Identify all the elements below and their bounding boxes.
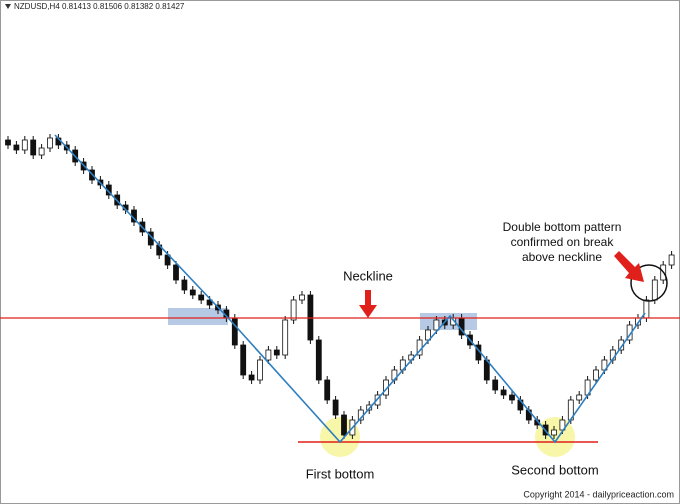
annotation: Neckline xyxy=(343,268,393,283)
candle-body xyxy=(173,264,179,281)
candle-body xyxy=(576,394,583,401)
zone-highlight xyxy=(420,313,477,330)
candle-body xyxy=(324,379,331,401)
candle-body xyxy=(240,344,247,376)
candle-body xyxy=(332,399,339,416)
candle-body xyxy=(341,414,347,436)
candle-body xyxy=(30,139,37,156)
candle-body xyxy=(651,279,658,301)
header: NZDUSD,H4 0.81413 0.81506 0.81382 0.8142… xyxy=(14,2,185,11)
candle-body xyxy=(5,139,11,146)
candle-body xyxy=(189,289,196,296)
candle-body xyxy=(290,299,297,321)
candle-body xyxy=(248,374,255,381)
candle-body xyxy=(593,369,599,381)
candle-body xyxy=(492,379,499,391)
candle-body xyxy=(38,147,45,156)
neckline-arrow xyxy=(359,290,377,318)
candle-body xyxy=(668,254,675,266)
candle-body xyxy=(198,294,205,301)
candle-body xyxy=(273,349,280,356)
breakout-circle xyxy=(630,264,668,302)
candle-body xyxy=(643,299,650,319)
copyright: Copyright 2014 - dailypriceaction.com xyxy=(523,489,674,499)
candle-body xyxy=(21,139,28,151)
header-icon xyxy=(5,4,11,9)
pattern-line xyxy=(54,134,646,444)
candle-body xyxy=(551,429,557,436)
candle-body xyxy=(509,394,515,401)
annotation: Double bottom pattern xyxy=(503,220,622,234)
annotation: confirmed on break xyxy=(511,235,615,249)
candle-body xyxy=(299,294,305,301)
candle-body xyxy=(433,319,440,331)
candle-body xyxy=(265,349,272,361)
candle-body xyxy=(206,299,213,306)
candle-body xyxy=(181,279,188,291)
zone-highlight xyxy=(168,308,228,325)
candle-body xyxy=(282,319,289,356)
candle-body xyxy=(13,144,20,151)
candle-body xyxy=(500,389,507,396)
candle-body xyxy=(315,339,322,381)
annotation: Second bottom xyxy=(511,462,598,477)
candle-body xyxy=(618,339,625,351)
breakout-arrow xyxy=(614,251,644,282)
candle-body xyxy=(47,137,53,149)
candle-body xyxy=(231,317,238,346)
annotation: above neckline xyxy=(522,250,602,264)
candle-body xyxy=(257,359,263,381)
annotation: First bottom xyxy=(306,466,375,481)
